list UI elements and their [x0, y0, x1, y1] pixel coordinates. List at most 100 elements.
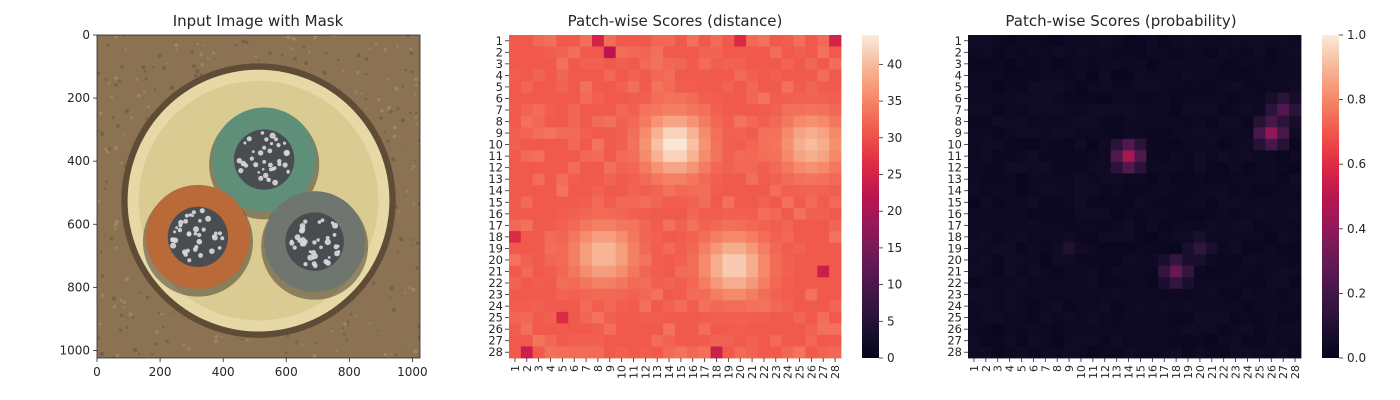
row-tick-label: 14 — [488, 184, 503, 198]
heatmap-cell — [1277, 184, 1290, 197]
ground-speckle — [411, 287, 416, 292]
heatmap-cell — [675, 265, 688, 278]
heatmap-cell — [1051, 150, 1064, 163]
row-tick-label: 12 — [947, 161, 962, 175]
heatmap-cell — [968, 104, 981, 117]
ground-speckle — [114, 219, 120, 224]
ground-speckle — [405, 35, 411, 38]
heatmap-cell — [520, 150, 534, 163]
heatmap-cell — [1193, 346, 1207, 359]
ground-speckle — [414, 77, 418, 81]
heatmap-cell — [1146, 288, 1159, 301]
heatmap-cell — [1098, 35, 1112, 47]
heatmap-cell — [627, 58, 640, 71]
heatmap-cell — [781, 161, 794, 174]
heatmap-cell — [1265, 219, 1278, 232]
ground-speckle — [268, 51, 272, 56]
heatmap-cell — [1063, 127, 1076, 140]
heatmap-cell — [615, 277, 628, 290]
heatmap-cell — [829, 311, 842, 324]
heatmap-cell — [1075, 254, 1088, 267]
heatmap-cell — [592, 311, 605, 324]
heatmap-cell — [805, 58, 818, 71]
heatmap-cell — [722, 104, 735, 117]
heatmap-cell — [532, 231, 545, 244]
heatmap-cell — [639, 138, 652, 151]
heatmap-cell — [663, 138, 676, 151]
heatmap-cell — [805, 92, 818, 105]
heatmap-cell — [1277, 208, 1290, 220]
heatmap-cell — [698, 288, 711, 301]
heatmap-cell — [651, 127, 664, 140]
col-tick-label: 17 — [699, 365, 712, 379]
heatmap-cell — [603, 81, 617, 94]
heatmap-cell — [639, 46, 652, 59]
ground-speckle — [341, 69, 345, 72]
heatmap-cell — [1051, 69, 1064, 82]
copper-strand — [325, 236, 330, 240]
ground-speckle — [139, 291, 142, 294]
heatmap-cell — [979, 254, 993, 267]
ground-speckle — [154, 329, 159, 334]
heatmap-cell — [1229, 35, 1242, 47]
heatmap-cell — [1015, 35, 1028, 47]
heatmap-cell — [627, 242, 640, 255]
heatmap-cell — [734, 161, 747, 174]
heatmap-cell — [1075, 138, 1088, 151]
heatmap-cell — [509, 300, 522, 313]
heatmap-cell — [580, 173, 593, 186]
heatmap-cell — [1110, 208, 1123, 220]
heatmap-cell — [1146, 265, 1159, 278]
heatmap-cell — [509, 288, 522, 301]
ground-speckle — [97, 336, 100, 340]
heatmap-cell — [1253, 208, 1266, 220]
heatmap-cell — [1170, 184, 1183, 197]
heatmap-cell — [520, 69, 534, 82]
heatmap-cell — [722, 323, 735, 336]
heatmap-cell — [1134, 115, 1147, 128]
heatmap-cell — [829, 150, 842, 163]
heatmap-cell — [520, 346, 534, 359]
heatmap-cell — [663, 196, 676, 209]
heatmap-cell — [580, 150, 593, 163]
heatmap-cell — [722, 35, 735, 47]
heatmap-cell — [991, 115, 1005, 128]
heatmap-cell — [722, 161, 735, 174]
heatmap-cell — [829, 219, 842, 232]
ground-speckle — [386, 105, 392, 111]
heatmap-cell — [1063, 81, 1076, 94]
heatmap-cell — [1229, 173, 1242, 186]
heatmap-cell — [544, 288, 557, 301]
heatmap-cell — [1217, 334, 1231, 347]
heatmap-cell — [781, 173, 794, 186]
copper-strand — [294, 234, 301, 241]
heatmap-cell — [1253, 265, 1266, 278]
heatmap-cell — [532, 346, 545, 359]
heatmap-cell — [1253, 277, 1266, 290]
ground-speckle — [137, 352, 141, 356]
heatmap-cell — [544, 173, 557, 186]
heatmap-cell — [979, 311, 993, 324]
ground-speckle — [414, 93, 417, 96]
heatmap-cell — [603, 58, 617, 71]
heatmap-cell — [769, 231, 783, 244]
ground-speckle — [404, 344, 407, 346]
copper-strand — [307, 254, 314, 261]
heatmap-cell — [1289, 288, 1302, 301]
heatmap-cell — [1158, 242, 1171, 255]
heatmap-cell — [1134, 231, 1147, 244]
heatmap-cell — [1277, 173, 1290, 186]
row-tick-label: 10 — [488, 138, 503, 152]
ground-speckle — [286, 334, 289, 338]
heatmap-cell — [1134, 242, 1147, 255]
heatmap-cell — [580, 254, 593, 267]
heatmap-cell — [1063, 138, 1076, 151]
heatmap-cell — [1146, 58, 1159, 71]
cable-image — [97, 35, 420, 358]
colorbar-tick-label: 0.4 — [1347, 222, 1366, 236]
heatmap-cell — [817, 334, 830, 347]
heatmap-cell — [1182, 150, 1195, 163]
heatmap-cell — [1039, 323, 1052, 336]
heatmap-cell — [781, 92, 794, 105]
heatmap-cell — [1253, 46, 1266, 59]
